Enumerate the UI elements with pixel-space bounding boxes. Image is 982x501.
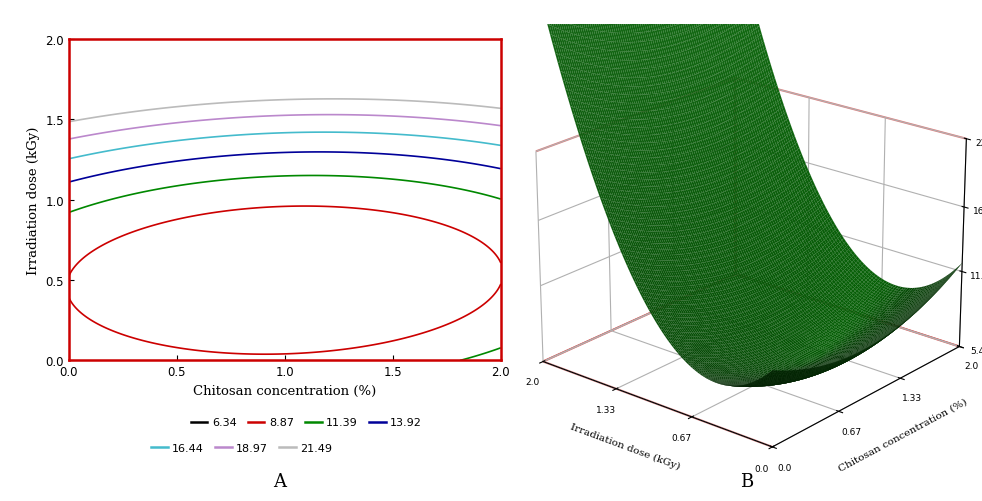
Text: A: A [273,472,287,490]
Legend: 16.44, 18.97, 21.49: 16.44, 18.97, 21.49 [151,443,332,453]
Y-axis label: Chitosan concentration (%): Chitosan concentration (%) [837,397,968,473]
X-axis label: Chitosan concentration (%): Chitosan concentration (%) [193,384,376,397]
X-axis label: Irradiation dose (kGy): Irradiation dose (kGy) [570,421,682,470]
Text: B: B [739,472,753,490]
Y-axis label: Irradiation dose (kGy): Irradiation dose (kGy) [27,126,39,275]
